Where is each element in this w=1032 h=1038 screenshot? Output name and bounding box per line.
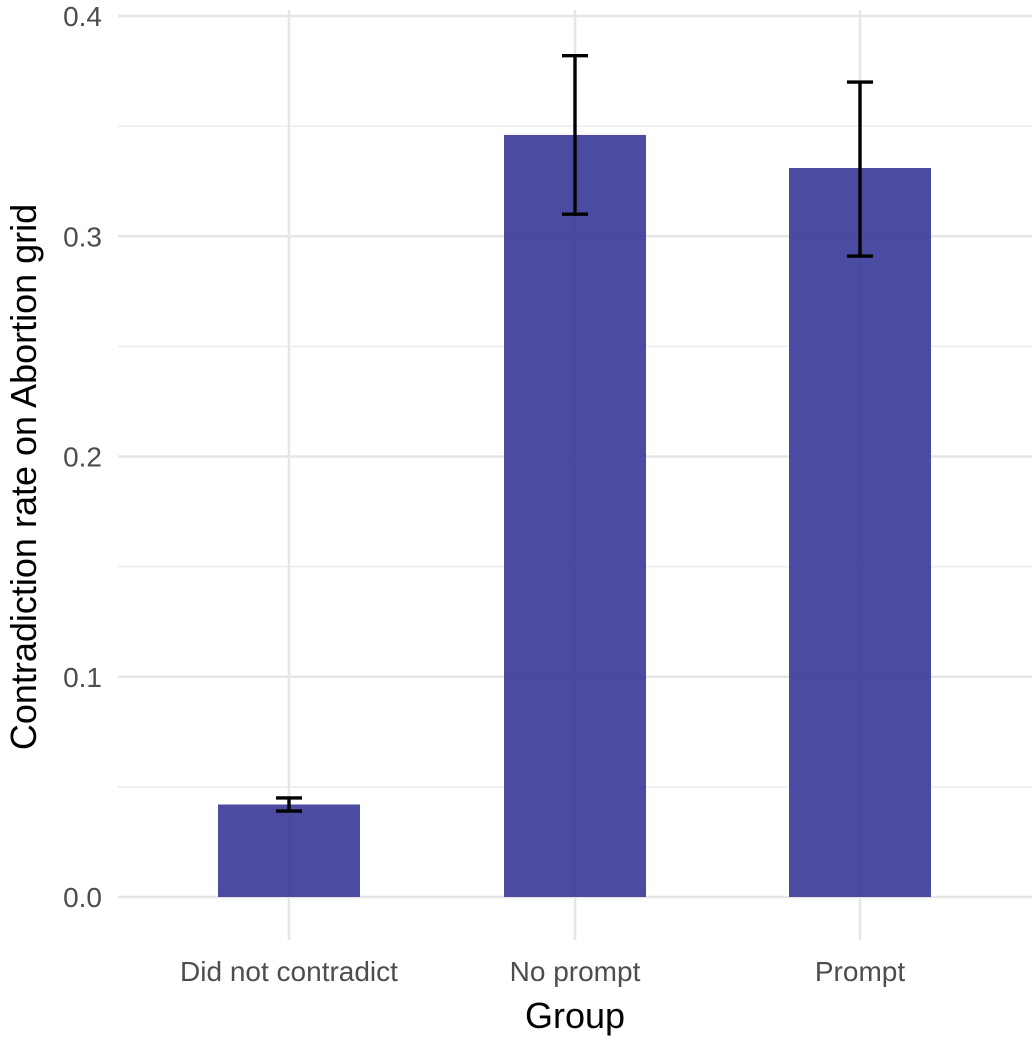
bar-prompt <box>789 167 931 897</box>
bar-did-not-contradict <box>218 804 360 897</box>
error-bar <box>847 80 873 258</box>
x-axis-title: Group <box>525 995 625 1036</box>
bars <box>218 134 931 897</box>
y-axis-ticks: 0.0 0.1 0.2 0.3 0.4 <box>63 1 102 913</box>
y-tick-label: 0.2 <box>63 442 102 473</box>
bar-no-prompt <box>504 134 646 897</box>
y-axis-title: Contradiction rate on Abortion grid <box>3 204 44 750</box>
y-tick-label: 0.0 <box>63 882 102 913</box>
x-axis-ticks: Did not contradict No prompt Prompt <box>180 956 905 987</box>
error-bars <box>276 53 873 813</box>
error-bar <box>276 796 302 813</box>
y-tick-label: 0.1 <box>63 662 102 693</box>
y-tick-label: 0.3 <box>63 221 102 252</box>
x-tick-label: No prompt <box>510 956 641 987</box>
x-tick-label: Did not contradict <box>180 956 398 987</box>
error-bar <box>562 53 588 216</box>
y-tick-label: 0.4 <box>63 1 102 32</box>
x-tick-label: Prompt <box>815 956 905 987</box>
